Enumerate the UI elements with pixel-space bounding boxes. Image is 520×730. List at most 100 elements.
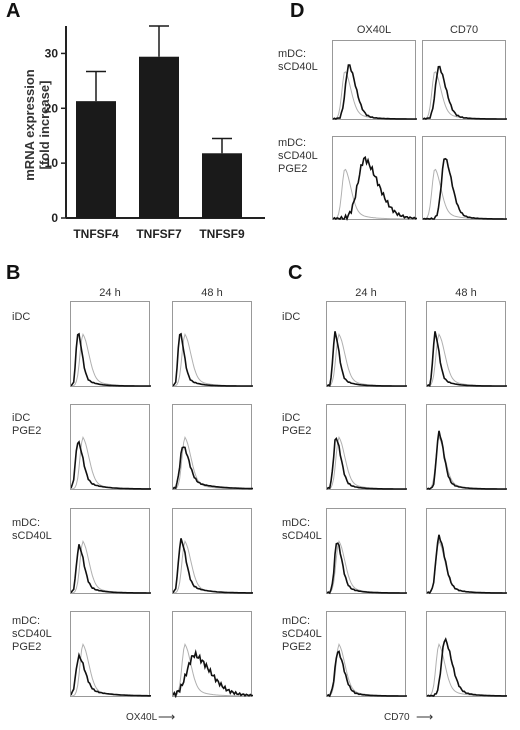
- stain-curve: [427, 331, 507, 387]
- histogram-c-24h-2: [326, 508, 407, 595]
- panel-letter-b: B: [6, 262, 21, 284]
- histogram-svg: [427, 637, 507, 697]
- y-tick-label: 0: [51, 211, 58, 225]
- arrow-right-icon: ⟶: [416, 710, 434, 724]
- histogram-c-48h-3: [426, 611, 507, 697]
- isotype-curve: [427, 333, 507, 387]
- histogram-svg: [71, 540, 151, 594]
- stain-curve: [327, 331, 407, 387]
- histogram-d-ox40l-sCD40L-PGE2: [332, 136, 417, 221]
- histogram-svg: [173, 538, 253, 594]
- col-head-ox40l: OX40L: [356, 24, 392, 36]
- col-head-24h: 24 h: [99, 287, 121, 299]
- stain-curve: [71, 652, 151, 697]
- stain-curve: [427, 430, 507, 490]
- c-row-label: iDC PGE2: [282, 412, 312, 437]
- histogram-b-48h-1: [172, 404, 253, 490]
- isotype-curve: [333, 168, 417, 220]
- d-row-label: mDC: sCD40L PGE2: [278, 137, 318, 175]
- isotype-curve: [427, 540, 507, 594]
- x-tick-label: TNFSF7: [136, 227, 182, 241]
- histogram-b-48h-3: [172, 611, 253, 698]
- histogram-svg: [427, 331, 507, 387]
- histogram-svg: [333, 155, 417, 221]
- histogram-svg: [427, 430, 507, 490]
- stain-curve: [333, 155, 417, 221]
- histogram-c-24h-0: [326, 301, 407, 387]
- histogram-c-24h-1: [326, 404, 407, 490]
- isotype-curve: [427, 643, 507, 697]
- panel-b: 24 h 48 h iDC iDC PGE2 mDC: sCD40L mDC: …: [12, 287, 253, 724]
- histogram-c-48h-0: [426, 301, 507, 387]
- histogram-c-48h-2: [426, 508, 507, 595]
- stain-curve: [427, 534, 507, 595]
- col-head-cd70: CD70: [449, 24, 479, 36]
- histogram-b-48h-2: [172, 508, 253, 594]
- histogram-svg: [173, 436, 253, 490]
- histogram-b-48h-0: [172, 301, 253, 387]
- histogram-b-24h-0: [70, 301, 151, 387]
- bar: [139, 56, 179, 218]
- histogram-b-24h-3: [70, 611, 151, 697]
- histogram-d-ox40l-sCD40L: [332, 40, 417, 120]
- stain-curve: [173, 332, 253, 387]
- d-row-label: mDC: sCD40L: [278, 48, 318, 73]
- y-tick-label: 20: [45, 101, 59, 115]
- b-row-label: iDC: [12, 311, 31, 323]
- isotype-curve: [327, 333, 407, 387]
- stain-curve: [327, 436, 407, 490]
- stain-curve: [427, 637, 507, 697]
- b-x-axis-label: OX40L: [126, 712, 158, 723]
- histogram-b-24h-2: [70, 508, 151, 594]
- panel-letter-d: D: [290, 0, 305, 22]
- histogram-svg: [327, 331, 407, 387]
- col-head-24h: 24 h: [355, 287, 377, 299]
- b-row-label: iDC PGE2: [12, 412, 42, 437]
- c-x-axis-label: CD70: [384, 712, 410, 723]
- histogram-c-24h-3: [326, 611, 407, 698]
- arrow-right-icon: ⟶: [158, 710, 176, 724]
- histogram-svg: [173, 332, 253, 387]
- histogram-svg: [71, 643, 151, 697]
- x-tick-label: TNFSF4: [73, 227, 119, 241]
- stain-curve: [71, 544, 151, 594]
- bar: [76, 101, 116, 218]
- histogram-svg: [333, 64, 417, 120]
- panel-d: OX40L CD70 mDC: sCD40L mDC: sCD40L PGE2: [0, 0, 520, 250]
- histogram-svg: [327, 436, 407, 490]
- y-tick-label: 30: [45, 46, 59, 60]
- panel-letter-a: A: [6, 0, 21, 22]
- histogram-svg: [423, 157, 507, 220]
- stain-curve: [423, 157, 507, 220]
- histogram-svg: [173, 643, 253, 698]
- b-row-label: mDC: sCD40L: [12, 517, 52, 542]
- histogram-svg: [427, 534, 507, 595]
- c-row-label: iDC: [282, 311, 301, 323]
- histogram-svg: [327, 643, 407, 698]
- isotype-curve: [173, 643, 253, 697]
- histogram-d-cd70-sCD40L-PGE2: [422, 136, 507, 220]
- histogram-svg: [71, 332, 151, 387]
- stain-curve: [333, 64, 417, 120]
- stain-curve: [173, 446, 253, 490]
- isotype-curve: [427, 436, 507, 490]
- stain-curve: [71, 440, 151, 490]
- stain-curve: [173, 649, 253, 698]
- c-row-label: mDC: sCD40L: [282, 517, 322, 542]
- stain-curve: [327, 650, 407, 698]
- b-row-label: mDC: sCD40L PGE2: [12, 615, 52, 653]
- col-head-48h: 48 h: [201, 287, 223, 299]
- y-tick-label: 10: [45, 156, 59, 170]
- panel-letter-c: C: [288, 262, 303, 284]
- x-tick-label: TNFSF9: [199, 227, 245, 241]
- bar-chart: 0 10 20 30 TNFSF4 TNFSF7 TNFSF9 mRNA expressio…: [0, 0, 280, 250]
- stain-curve: [173, 538, 253, 594]
- stain-curve: [327, 542, 407, 595]
- stain-curve: [71, 332, 151, 387]
- col-head-48h: 48 h: [455, 287, 477, 299]
- histogram-c-48h-1: [426, 404, 507, 490]
- bar: [202, 153, 242, 218]
- histogram-b-24h-1: [70, 404, 151, 490]
- stain-curve: [423, 65, 507, 120]
